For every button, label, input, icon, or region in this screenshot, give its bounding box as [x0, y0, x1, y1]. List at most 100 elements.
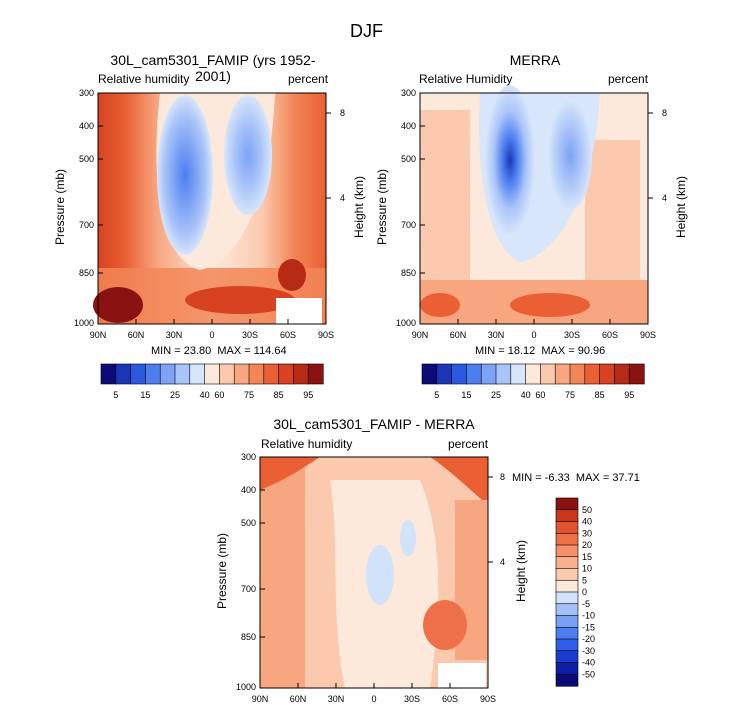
p3-xtick-60s: 60S [441, 694, 458, 704]
cb3-swatch [555, 673, 579, 687]
cb2-label: 95 [624, 390, 634, 400]
cb3-label: 15 [582, 552, 592, 562]
cb2-label: 40 [521, 390, 531, 400]
p2-xtick-60n: 60N [449, 330, 467, 340]
panel3-negative-core [366, 545, 394, 605]
p1-xtick-60n: 60N [127, 330, 145, 340]
cb3-swatch [555, 509, 579, 523]
cb2-label: 75 [565, 390, 575, 400]
panel2-colorbar: 5 15 25 40 60 75 85 95 [421, 363, 645, 400]
cb2-label: 25 [491, 390, 501, 400]
p3-xtick-30s: 30S [403, 694, 420, 704]
cb1-label: 60 [214, 390, 224, 400]
p1-xtick-30s: 30S [241, 330, 258, 340]
p1-ytick-300: 300 [78, 88, 94, 98]
cb3-label: 50 [582, 505, 592, 515]
p2-ytick-500: 500 [400, 154, 416, 164]
cb3-label: 5 [582, 575, 587, 585]
p1-ytick-1000: 1000 [73, 318, 94, 328]
panel1-colorbar: 5 15 25 40 60 75 85 95 [100, 363, 324, 400]
p1-height-4: 4 [340, 193, 346, 203]
p3-ytick-400: 400 [240, 485, 256, 495]
p1-min-max: MIN = 23.80 MAX = 114.64 [151, 345, 287, 357]
cb3-swatch [555, 532, 579, 546]
p3-xtick-30n: 30N [327, 694, 345, 704]
p3-ytick-1000: 1000 [235, 682, 256, 692]
cb3-label: 30 [582, 528, 592, 538]
cb2-label: 85 [595, 390, 605, 400]
panel3-north-core [260, 457, 320, 490]
cb2-swatch [628, 363, 645, 385]
cb3-swatch [555, 603, 579, 617]
p1-xtick-60s: 60S [279, 330, 296, 340]
cb3-swatch [555, 579, 579, 593]
p1-xtick-0: 0 [209, 330, 215, 340]
panel1-low-level-core [185, 286, 295, 314]
panel3-low-level-core [423, 600, 467, 650]
panel1-left-label: Relative humidity [98, 72, 190, 86]
p3-max-value: 37.71 [612, 472, 640, 484]
panel3-title: 30L_cam5301_FAMIP - MERRA [273, 416, 475, 432]
p3-min-value: -6.33 [544, 472, 570, 484]
cb1-swatch [307, 363, 324, 385]
p3-max-label: MAX = [575, 472, 610, 484]
cb1-label: 15 [140, 390, 150, 400]
p1-ytick-500: 500 [78, 154, 94, 164]
p1-ytick-850: 850 [78, 268, 94, 278]
p2-height-4: 4 [662, 193, 668, 203]
p2-ytick-1000: 1000 [395, 318, 416, 328]
cb1-label: 25 [170, 390, 180, 400]
cb3-swatch [555, 638, 579, 652]
panel1-dry-south [224, 95, 272, 215]
p1-ytick-700: 700 [78, 220, 94, 230]
p3-xtick-90s: 90S [479, 694, 496, 704]
p2-min-value: 18.12 [507, 345, 536, 357]
p3-xtick-90n: 90N [251, 694, 269, 704]
cb2-label: 5 [434, 390, 439, 400]
cb3-swatch [555, 615, 579, 628]
p3-height-8: 8 [500, 472, 506, 482]
panel2-title: MERRA [509, 52, 561, 68]
p1-xtick-90n: 90N [89, 330, 107, 340]
p3-xtick-0: 0 [371, 694, 377, 704]
cb3-swatch [555, 626, 579, 640]
p3-ytick-500: 500 [240, 518, 256, 528]
panel3-west-band [260, 457, 305, 688]
panel2-sw-core [420, 293, 460, 317]
cb3-label: -5 [582, 599, 590, 609]
panel1-missing-data [276, 298, 322, 324]
p3-xtick-60n: 60N [289, 694, 307, 704]
cb3-swatch [555, 568, 579, 581]
panel3-left-label: Relative humidity [261, 437, 353, 451]
cb3-label: -40 [582, 658, 595, 668]
panel1-sw-core [93, 287, 143, 323]
panel1-right-label: percent [288, 72, 329, 86]
p3-min-max: MIN = -6.33 MAX = 37.71 [512, 472, 640, 484]
p2-ytick-400: 400 [400, 121, 416, 131]
cb3-swatch [555, 556, 579, 570]
p1-height-8: 8 [340, 108, 346, 118]
p1-xtick-30n: 30N [165, 330, 183, 340]
p2-xtick-0: 0 [531, 330, 537, 340]
p3-ytick-700: 700 [240, 584, 256, 594]
panel2-dry-south [548, 100, 592, 210]
cb3-swatch [555, 544, 579, 558]
cb3-label: 0 [582, 587, 587, 597]
p2-ytick-850: 850 [400, 268, 416, 278]
p1-min-value: 23.80 [183, 345, 212, 357]
p2-min-label: MIN = [475, 345, 505, 357]
p2-max-value: 90.96 [577, 345, 606, 357]
p2-min-max: MIN = 18.12 MAX = 90.96 [475, 345, 605, 357]
cb3-swatch [555, 650, 579, 664]
cb3-label: 40 [582, 517, 592, 527]
p1-min-label: MIN = [151, 345, 181, 357]
p1-xtick-90s: 90S [317, 330, 334, 340]
cb1-label: 85 [274, 390, 284, 400]
panel3-negative-south [400, 520, 416, 556]
p1-max-label: MAX = [217, 345, 251, 357]
cb2-label: 15 [461, 390, 471, 400]
panel3-right-label: percent [448, 437, 489, 451]
